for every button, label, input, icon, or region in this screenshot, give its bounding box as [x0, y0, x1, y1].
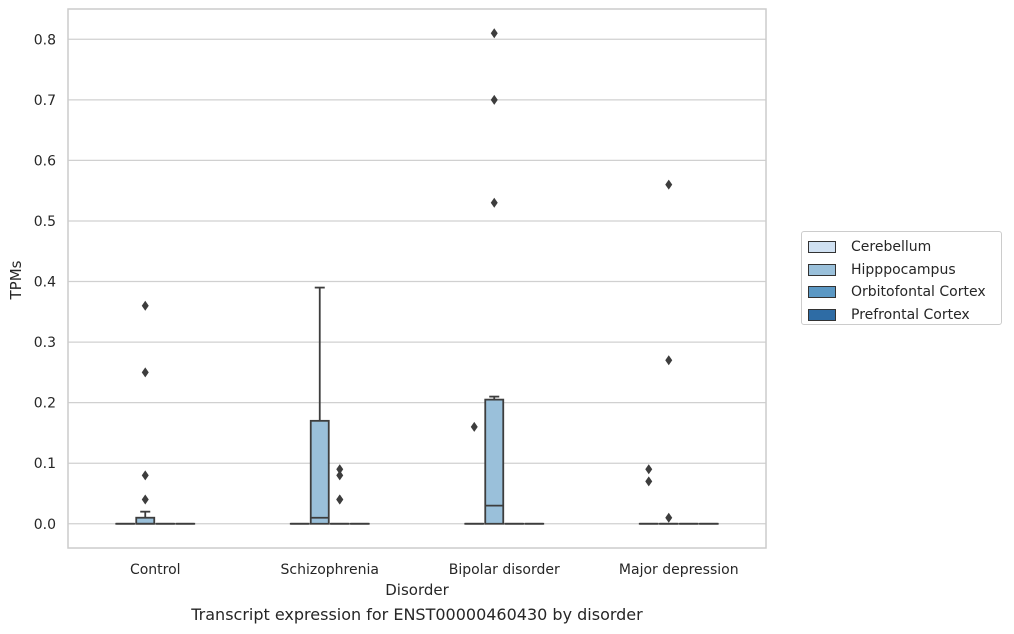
- legend-swatch: [808, 241, 836, 254]
- legend-swatch: [808, 286, 836, 299]
- legend: Cerebellum Hipppocampus Orbitofontal Cor…: [801, 231, 1002, 325]
- legend-item-prefrontal-cortex: Prefrontal Cortex: [802, 304, 1001, 327]
- box: [309, 419, 330, 525]
- y-tick-label: 0.6: [34, 153, 56, 169]
- y-tick-label: 0.1: [34, 456, 56, 472]
- legend-label: Prefrontal Cortex: [851, 306, 970, 323]
- legend-item-hippocampus: Hipppocampus: [802, 259, 1001, 282]
- y-axis-title: TPMs: [7, 260, 25, 300]
- chart-caption: Transcript expression for ENST0000046043…: [191, 605, 643, 624]
- y-tick-label: 0.8: [34, 32, 56, 48]
- outlier-point: [490, 197, 498, 208]
- axes: 0.0 0.1 0.2 0.3 0.4 0.5 0.6 0.7 0.8 Control Schizo…: [34, 8, 767, 578]
- outlier-point: [645, 464, 653, 475]
- box: [135, 516, 156, 525]
- outlier-point: [470, 421, 478, 432]
- x-tick-label: Control: [130, 562, 181, 578]
- outlier-point: [141, 470, 149, 481]
- legend-label: Hipppocampus: [851, 261, 956, 278]
- y-tick-label: 0.0: [34, 517, 56, 533]
- outlier-point: [141, 367, 149, 378]
- outlier-point: [141, 300, 149, 311]
- x-tick-label: Bipolar disorder: [449, 562, 560, 578]
- x-tick-label: Schizophrenia: [281, 562, 379, 578]
- outlier-point: [665, 179, 673, 190]
- outlier-point: [336, 470, 344, 481]
- y-tick-label: 0.3: [34, 335, 56, 351]
- y-tick-label: 0.4: [34, 275, 56, 291]
- legend-label: Cerebellum: [851, 239, 932, 256]
- legend-item-cerebellum: Cerebellum: [802, 236, 1001, 259]
- legend-item-orbitofrontal-cortex: Orbitofontal Cortex: [802, 281, 1001, 304]
- x-axis-title: Disorder: [385, 581, 449, 599]
- y-tick-label: 0.2: [34, 396, 56, 412]
- outlier-point: [665, 512, 673, 523]
- y-tick-label: 0.7: [34, 93, 56, 109]
- legend-swatch: [808, 308, 836, 321]
- outlier-point: [490, 94, 498, 105]
- outlier-point: [141, 494, 149, 505]
- grid-lines: [68, 38, 766, 525]
- outlier-point: [665, 355, 673, 366]
- outlier-point: [645, 476, 653, 487]
- box: [484, 398, 505, 525]
- legend-swatch: [808, 263, 836, 276]
- legend-label: Orbitofontal Cortex: [851, 284, 986, 301]
- boxes: [115, 28, 719, 525]
- outlier-point: [336, 464, 344, 475]
- outlier-point: [336, 494, 344, 505]
- y-tick-label: 0.5: [34, 214, 56, 230]
- outlier-point: [490, 28, 498, 39]
- plot-frame: [67, 8, 767, 549]
- x-tick-label: Major depression: [619, 562, 739, 578]
